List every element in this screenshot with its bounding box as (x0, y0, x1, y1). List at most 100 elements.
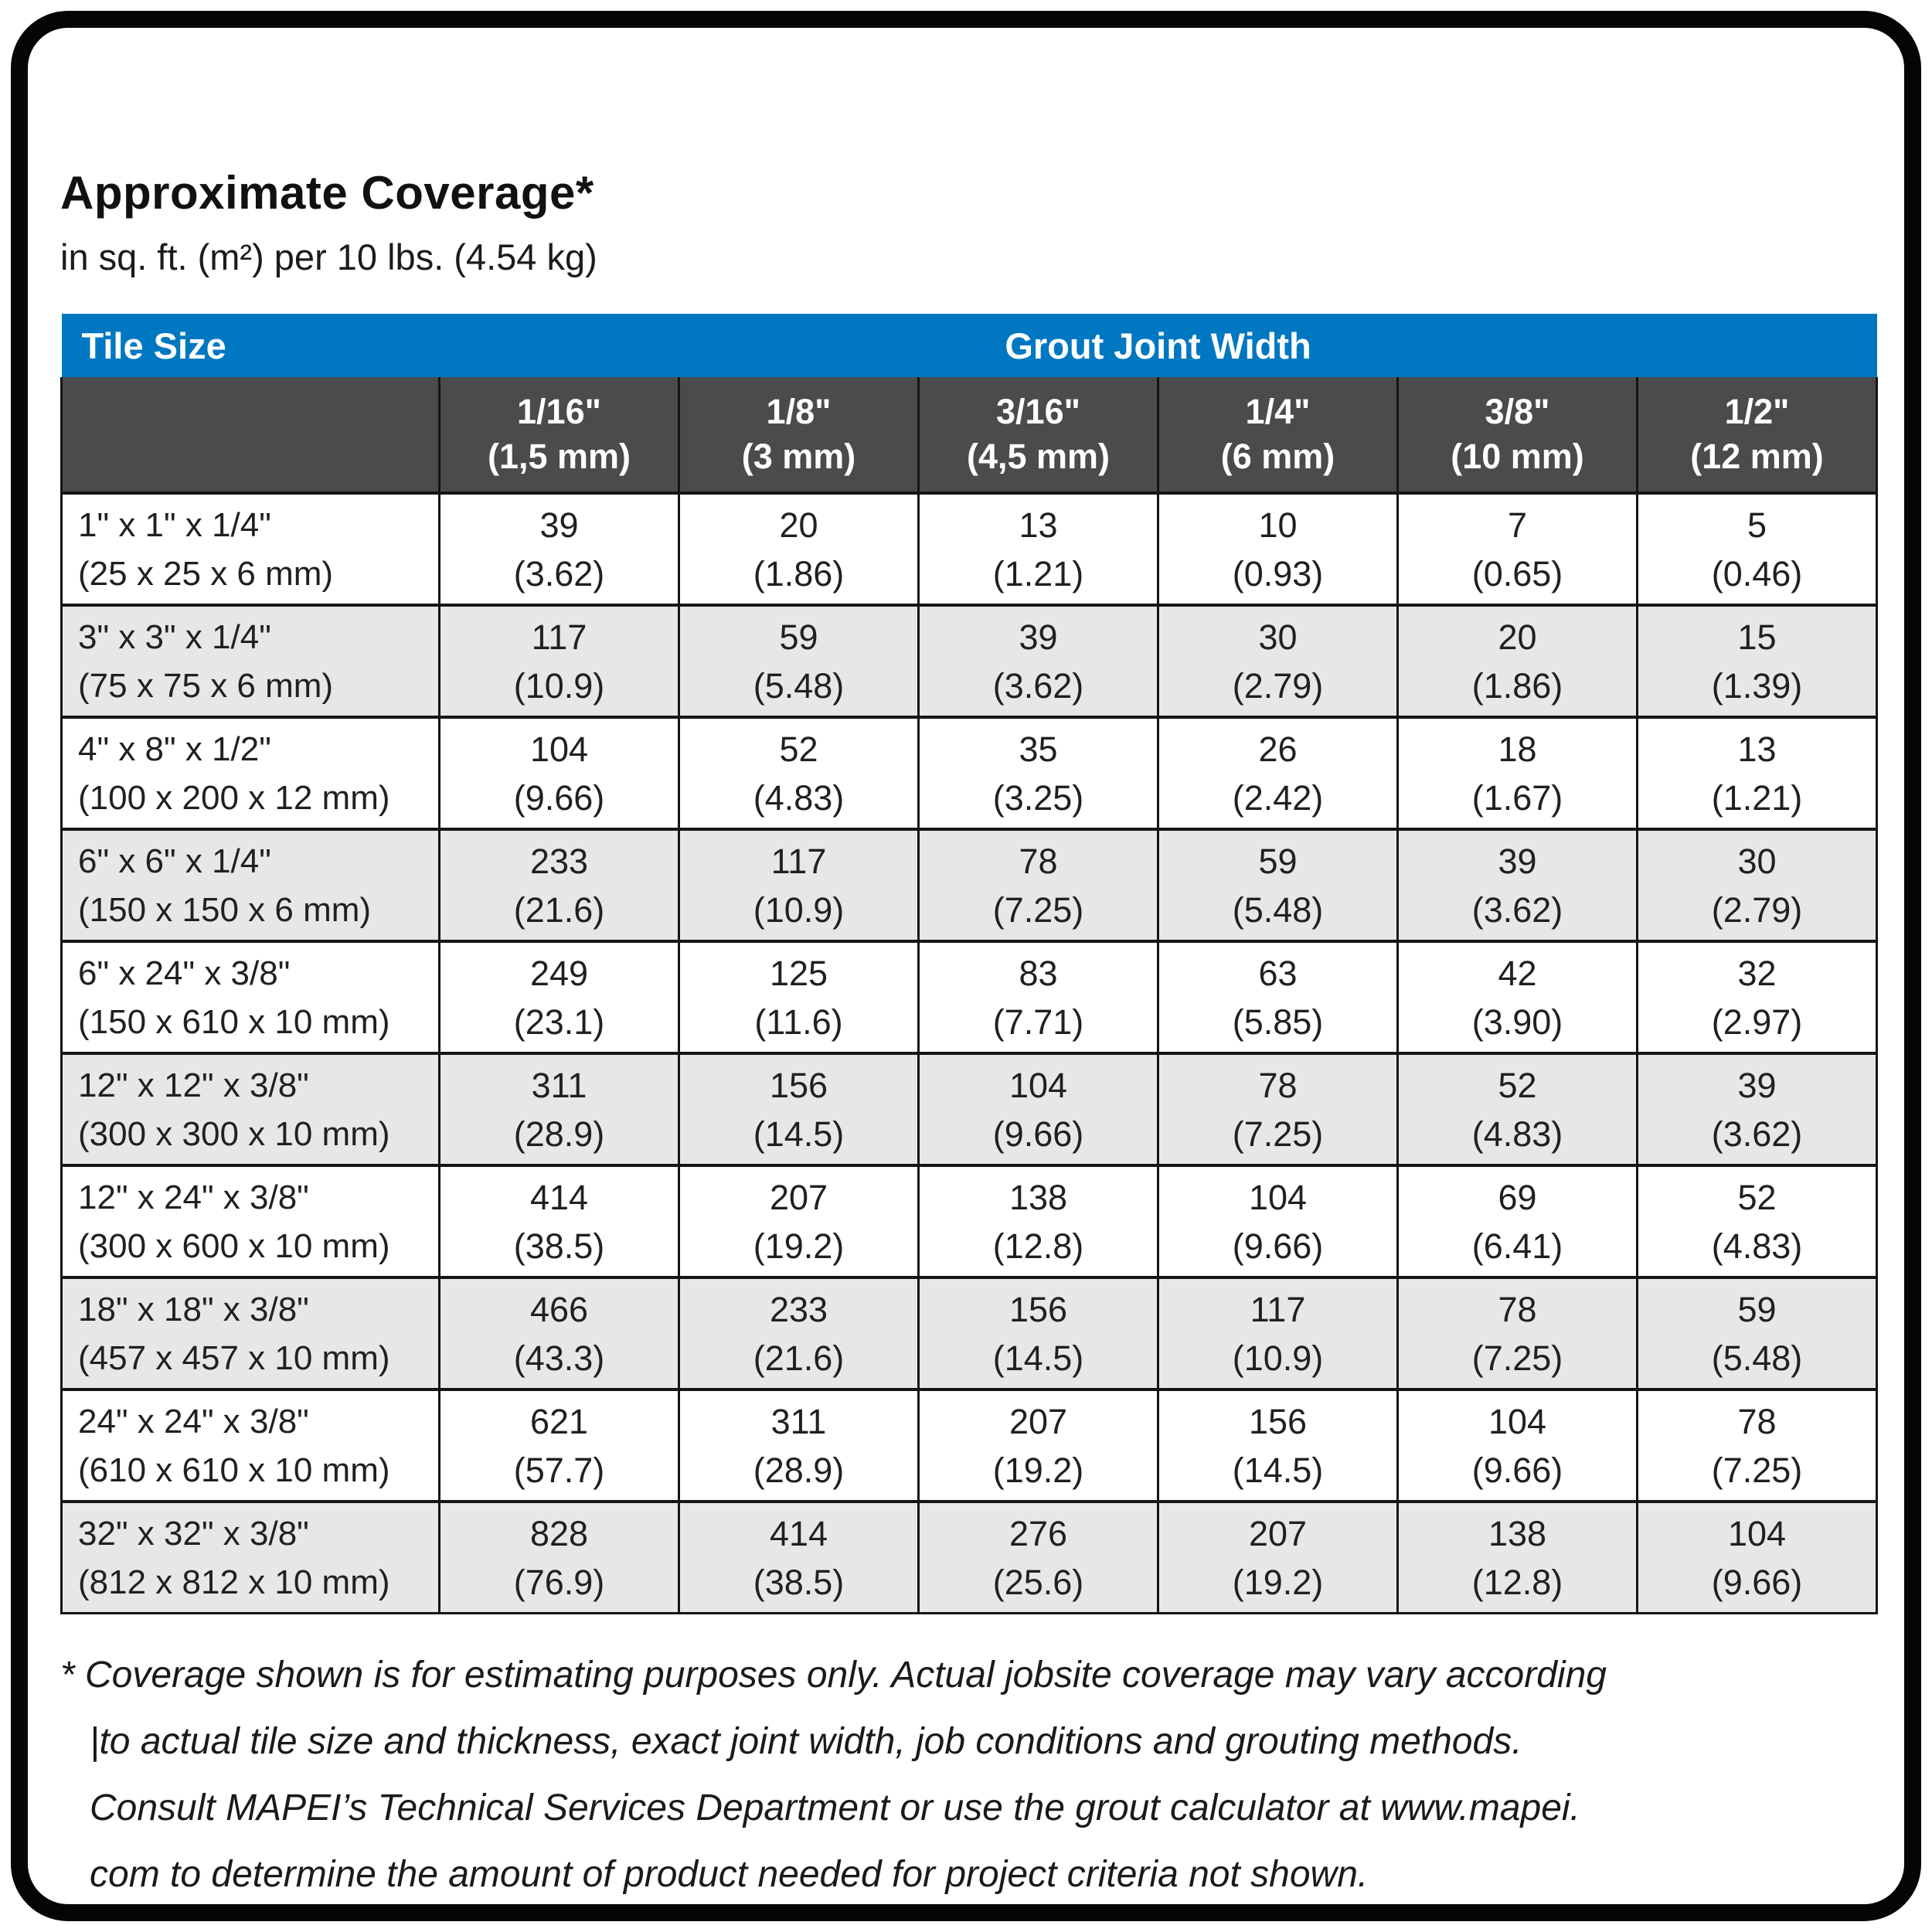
tile-size-metric: (812 x 812 x 10 mm) (78, 1563, 390, 1601)
coverage-cell: 311 (28.9) (438, 1052, 680, 1167)
coverage-cell: 233 (21.6) (438, 828, 680, 943)
coverage-value: 83 (1019, 953, 1058, 993)
coverage-metric: (10.9) (753, 889, 845, 930)
coverage-value: 7 (1507, 505, 1528, 545)
coverage-cell: 125 (11.6) (678, 940, 920, 1055)
coverage-metric: (9.66) (513, 777, 605, 818)
joint-width-metric: (3 mm) (741, 437, 856, 477)
coverage-cell: 828 (76.9) (438, 1500, 680, 1615)
coverage-cell: 207 (19.2) (917, 1388, 1159, 1503)
coverage-metric: (9.66) (1471, 1450, 1563, 1490)
coverage-metric: (19.2) (753, 1226, 845, 1266)
joint-width-metric: (10 mm) (1451, 437, 1584, 477)
coverage-value: 5 (1747, 505, 1767, 545)
coverage-metric: (7.25) (1471, 1338, 1563, 1378)
coverage-value: 207 (769, 1177, 828, 1217)
coverage-value: 59 (1737, 1289, 1777, 1329)
coverage-metric: (1.67) (1471, 777, 1563, 818)
coverage-table: Tile Size Grout Joint Width 1/16" (1,5 mm… (60, 314, 1879, 1615)
coverage-cell: 156 (14.5) (917, 1276, 1159, 1391)
tile-size-label: 32" x 32" x 3/8" (78, 1514, 309, 1553)
coverage-metric: (9.66) (992, 1114, 1084, 1154)
coverage-value: 249 (529, 953, 589, 993)
coverage-cell: 26 (2.42) (1157, 716, 1399, 831)
coverage-value: 78 (1258, 1065, 1298, 1105)
coverage-value: 20 (779, 505, 818, 545)
coverage-value: 39 (1737, 1065, 1777, 1105)
coverage-value: 30 (1737, 841, 1777, 881)
coverage-metric: (38.5) (513, 1226, 605, 1266)
tile-size-metric: (610 x 610 x 10 mm) (78, 1451, 390, 1489)
coverage-metric: (5.85) (1232, 1002, 1324, 1042)
coverage-metric: (0.65) (1471, 553, 1563, 594)
coverage-cell: 207 (19.2) (678, 1164, 920, 1279)
coverage-cell: 78 (7.25) (1157, 1052, 1399, 1167)
table-header-row: Tile Size Grout Joint Width (61, 314, 1877, 378)
coverage-value: 311 (770, 1401, 827, 1441)
tile-size-metric: (457 x 457 x 10 mm) (78, 1338, 390, 1377)
joint-width-column-header: 1/8" (3 mm) (678, 377, 920, 495)
coverage-metric: (12.8) (1471, 1562, 1563, 1602)
coverage-value: 13 (1019, 505, 1058, 545)
tile-size-label: 4" x 8" x 1/2" (78, 730, 271, 768)
coverage-metric: (19.2) (1232, 1562, 1324, 1602)
coverage-value: 233 (529, 841, 589, 881)
coverage-metric: (9.66) (1711, 1562, 1803, 1602)
joint-width-header-row: 1/16" (1,5 mm) 1/8" (3 mm) 3/16" (4,5 mm) 1/4"… (60, 377, 1879, 495)
coverage-cell: 83 (7.71) (917, 940, 1159, 1055)
coverage-metric: (25.6) (992, 1562, 1084, 1602)
coverage-value: 39 (539, 505, 579, 545)
coverage-cell: 104 (9.66) (1396, 1388, 1638, 1503)
coverage-metric: (14.5) (1232, 1450, 1324, 1490)
coverage-value: 276 (1009, 1513, 1068, 1553)
joint-width-column-header: 3/16" (4,5 mm) (917, 377, 1159, 495)
coverage-value: 42 (1498, 953, 1537, 993)
coverage-value: 78 (1498, 1289, 1537, 1329)
table-row: 18" x 18" x 3/8" (457 x 457 x 10 mm) 466 (4… (60, 1276, 1879, 1391)
table-row: 32" x 32" x 3/8" (812 x 812 x 10 mm) 828 (7… (60, 1500, 1879, 1615)
coverage-cell: 249 (23.1) (438, 940, 680, 1055)
coverage-value: 311 (531, 1065, 587, 1105)
coverage-metric: (7.25) (992, 889, 1084, 930)
coverage-metric: (19.2) (992, 1450, 1084, 1490)
joint-width-column-header: 3/8" (10 mm) (1396, 377, 1638, 495)
joint-width-column-header: 1/2" (12 mm) (1635, 377, 1879, 495)
coverage-cell: 59 (5.48) (1157, 828, 1399, 943)
tile-size-cell: 4" x 8" x 1/2" (100 x 200 x 12 mm) (60, 716, 440, 831)
coverage-value: 621 (529, 1401, 589, 1441)
coverage-cell: 104 (9.66) (1157, 1164, 1399, 1279)
tile-size-cell: 32" x 32" x 3/8" (812 x 812 x 10 mm) (60, 1500, 440, 1615)
coverage-value: 233 (769, 1289, 828, 1329)
grout-joint-width-header: Grout Joint Width (439, 314, 1877, 378)
footnote-line: |to actual tile size and thickness, exac… (90, 1721, 1522, 1763)
tile-size-metric: (150 x 150 x 6 mm) (78, 890, 372, 929)
coverage-metric: (14.5) (753, 1114, 845, 1154)
coverage-value: 414 (769, 1513, 828, 1553)
coverage-cell: 276 (25.6) (917, 1500, 1159, 1615)
table-row: 6" x 24" x 3/8" (150 x 610 x 10 mm) 249 (23… (60, 940, 1879, 1055)
table-row: 3" x 3" x 1/4" (75 x 75 x 6 mm) 117 (10.9) 5… (60, 604, 1879, 719)
coverage-value: 69 (1498, 1177, 1537, 1217)
coverage-metric: (5.48) (1711, 1338, 1803, 1378)
coverage-metric: (4.83) (1471, 1114, 1563, 1154)
coverage-value: 104 (1488, 1401, 1547, 1441)
coverage-cell: 466 (43.3) (438, 1276, 680, 1391)
tile-size-label: 12" x 12" x 3/8" (78, 1066, 309, 1104)
coverage-metric: (4.83) (753, 777, 845, 818)
coverage-value: 138 (1488, 1513, 1547, 1553)
table-row: 6" x 6" x 1/4" (150 x 150 x 6 mm) 233 (21.6… (60, 828, 1879, 943)
coverage-cell: 52 (4.83) (678, 716, 920, 831)
tile-size-cell: 18" x 18" x 3/8" (457 x 457 x 10 mm) (60, 1276, 440, 1391)
joint-width-metric: (6 mm) (1220, 437, 1335, 477)
coverage-metric: (11.6) (754, 1002, 843, 1042)
coverage-metric: (3.62) (513, 553, 605, 594)
coverage-cell: 42 (3.90) (1396, 940, 1638, 1055)
table-row: 12" x 24" x 3/8" (300 x 600 x 10 mm) 414 (3… (60, 1164, 1879, 1279)
coverage-value: 59 (779, 617, 818, 657)
tile-size-cell: 6" x 6" x 1/4" (150 x 150 x 6 mm) (60, 828, 440, 943)
coverage-value: 52 (779, 729, 818, 769)
coverage-metric: (10.9) (513, 665, 605, 706)
tile-size-cell: 1" x 1" x 1/4" (25 x 25 x 6 mm) (60, 492, 440, 607)
tile-size-header: Tile Size (61, 314, 440, 378)
tile-size-metric: (150 x 610 x 10 mm) (78, 1002, 390, 1041)
